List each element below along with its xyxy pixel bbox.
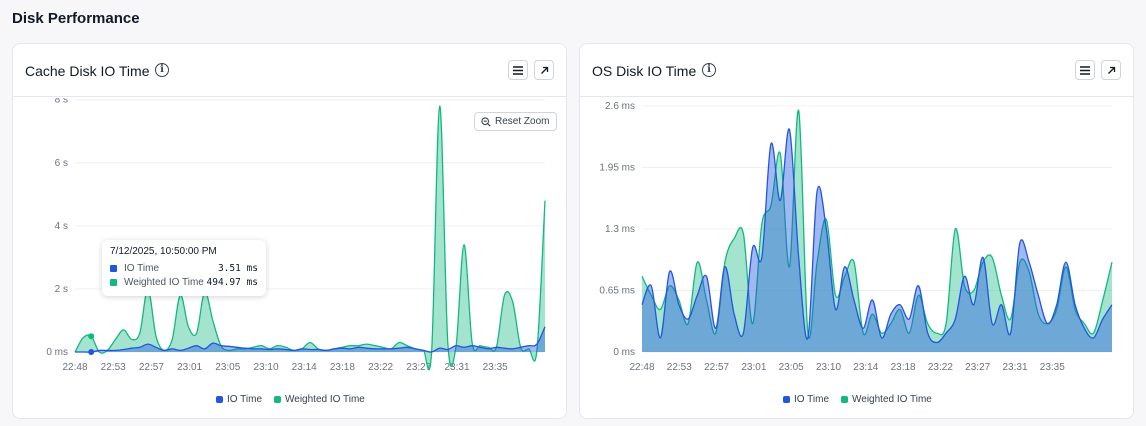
x-tick-label: 22:53 xyxy=(101,362,126,373)
hover-point xyxy=(88,333,95,340)
x-tick-label: 23:31 xyxy=(1002,362,1027,373)
y-tick-label: 4 s xyxy=(55,221,68,232)
io-time-swatch xyxy=(783,396,790,403)
card-header: Cache Disk IO Time i xyxy=(13,44,566,97)
legend-item-io-time[interactable]: IO Time xyxy=(783,394,829,405)
series-area-weighted-io-time xyxy=(75,105,545,370)
x-tick-label: 23:10 xyxy=(816,362,841,373)
weighted-io-time-swatch xyxy=(110,278,117,286)
series-area-weighted-io-time xyxy=(642,110,1112,352)
x-tick-label: 22:48 xyxy=(629,362,654,373)
chart-legend: IO Time Weighted IO Time xyxy=(783,394,932,405)
y-tick-label: 0 ms xyxy=(46,347,68,358)
x-tick-label: 22:57 xyxy=(139,362,164,373)
y-tick-label: 2.6 ms xyxy=(605,101,635,112)
expand-button[interactable] xyxy=(1101,60,1121,80)
tooltip-series-name: Weighted IO Time xyxy=(124,276,204,288)
expand-arrow-icon xyxy=(540,66,548,74)
menu-button[interactable] xyxy=(1075,60,1095,80)
os-disk-io-chart[interactable]: 0 ms 0.65 ms 1.3 ms 1.95 ms 2.6 ms 22:48 22:53… xyxy=(580,98,1134,388)
x-tick-label: 23:01 xyxy=(741,362,766,373)
legend-label: Weighted IO Time xyxy=(285,394,365,405)
series-area-io-time xyxy=(642,128,1112,352)
y-tick-label: 2 s xyxy=(55,284,68,295)
card-header: OS Disk IO Time i xyxy=(580,44,1133,97)
io-time-swatch xyxy=(110,264,117,272)
x-tick-label: 23:18 xyxy=(891,362,916,373)
x-tick-label: 23:01 xyxy=(177,362,202,373)
page-title: Disk Performance xyxy=(12,10,140,27)
y-tick-label: 0.65 ms xyxy=(599,286,635,297)
cache-disk-io-chart[interactable]: 0 ms 2 s 4 s 6 s 8 s 22:48 22:53 22:57 23:01 23:0… xyxy=(13,98,567,388)
expand-arrow-icon xyxy=(1107,66,1115,74)
x-tick-label: 23:10 xyxy=(253,362,278,373)
tooltip-series-value: 3.51 ms xyxy=(217,262,258,274)
y-tick-label: 8 s xyxy=(55,98,68,106)
legend-label: IO Time xyxy=(794,394,830,405)
legend-item-weighted-io-time[interactable]: Weighted IO Time xyxy=(841,394,932,405)
series-line-weighted-io-time xyxy=(641,110,1113,339)
x-tick-label: 23:35 xyxy=(1040,362,1065,373)
y-tick-label: 1.3 ms xyxy=(605,224,635,235)
expand-button[interactable] xyxy=(534,60,554,80)
x-tick-label: 23:14 xyxy=(292,362,317,373)
x-tick-label: 23:14 xyxy=(853,362,878,373)
menu-button[interactable] xyxy=(508,60,528,80)
tooltip-title: 7/12/2025, 10:50:00 PM xyxy=(110,246,217,257)
cache-disk-io-card: Cache Disk IO Time i 0 ms 2 s 4 s 6 s 8 s 22:… xyxy=(12,43,567,419)
hamburger-menu-icon xyxy=(1080,65,1090,75)
y-tick-label: 0 ms xyxy=(613,347,635,358)
legend-label: IO Time xyxy=(227,394,263,405)
tooltip-series-value: 494.97 ms xyxy=(206,276,258,288)
x-tick-label: 23:18 xyxy=(330,362,355,373)
legend-item-weighted-io-time[interactable]: Weighted IO Time xyxy=(274,394,365,405)
x-tick-label: 23:22 xyxy=(928,362,953,373)
zoom-out-icon xyxy=(481,116,491,127)
tooltip-row: IO Time 3.51 ms xyxy=(110,261,258,275)
x-tick-label: 23:22 xyxy=(368,362,393,373)
x-tick-label: 23:35 xyxy=(483,362,508,373)
series-line-io-time xyxy=(75,326,546,353)
weighted-io-time-swatch xyxy=(274,396,282,403)
legend-label: Weighted IO Time xyxy=(852,394,932,405)
legend-item-io-time[interactable]: IO Time xyxy=(216,394,262,405)
io-time-swatch xyxy=(216,396,223,403)
x-tick-label: 22:48 xyxy=(62,362,87,373)
series-area-io-time xyxy=(75,326,545,353)
hamburger-menu-icon xyxy=(513,65,523,75)
y-tick-label: 6 s xyxy=(55,158,68,169)
card-title: Cache Disk IO Time xyxy=(25,63,150,79)
info-icon[interactable]: i xyxy=(155,63,169,77)
series-line-io-time xyxy=(641,128,1113,344)
tooltip-row: Weighted IO Time 494.97 ms xyxy=(110,275,258,289)
chart-legend: IO Time Weighted IO Time xyxy=(216,394,365,405)
info-icon[interactable]: i xyxy=(702,63,716,77)
os-disk-io-card: OS Disk IO Time i 0 ms 0.65 ms 1.3 ms 1.95 … xyxy=(579,43,1134,419)
x-tick-label: 22:53 xyxy=(667,362,692,373)
reset-zoom-button[interactable]: Reset Zoom xyxy=(474,112,558,131)
x-tick-label: 23:27 xyxy=(965,362,990,373)
y-tick-label: 1.95 ms xyxy=(599,163,635,174)
chart-tooltip: 7/12/2025, 10:50:00 PM IO Time 3.51 ms W… xyxy=(102,240,266,296)
x-tick-label: 22:57 xyxy=(704,362,729,373)
card-title: OS Disk IO Time xyxy=(592,63,697,79)
hover-point xyxy=(88,349,95,355)
x-tick-label: 23:31 xyxy=(444,362,469,373)
x-tick-label: 23:27 xyxy=(406,362,431,373)
x-tick-label: 23:05 xyxy=(215,362,240,373)
weighted-io-time-swatch xyxy=(841,396,849,403)
reset-zoom-label: Reset Zoom xyxy=(495,116,550,127)
tooltip-series-name: IO Time xyxy=(124,262,160,274)
x-tick-label: 23:05 xyxy=(779,362,804,373)
